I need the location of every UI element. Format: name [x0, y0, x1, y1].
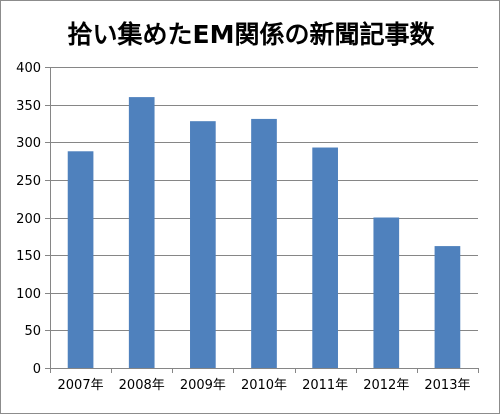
bar-2013年: [434, 246, 461, 368]
y-tick-label: 0: [33, 362, 41, 377]
bar-2008年: [128, 97, 155, 368]
y-tick-label: 350: [16, 99, 41, 114]
bar-2010年: [251, 118, 277, 368]
y-tick-label: 300: [16, 136, 41, 151]
y-tick-labels: 0 50 100 150 200 250 300 350 400: [16, 61, 41, 377]
y-tick-label: 100: [16, 287, 41, 302]
axes: [45, 67, 479, 373]
x-tick-label: 2012年: [363, 378, 409, 393]
x-tick-label: 2013年: [424, 378, 470, 393]
y-tick-label: 150: [16, 249, 41, 264]
x-tick-label: 2009年: [180, 378, 226, 393]
y-tick-label: 400: [16, 61, 41, 76]
chart-title: 拾い集めたEM関係の新聞記事数: [67, 20, 435, 49]
y-tick-label: 250: [16, 174, 41, 189]
bars: [67, 97, 461, 369]
y-tick-label: 200: [16, 212, 41, 227]
x-tick-label: 2008年: [119, 378, 165, 393]
y-tick-label: 50: [24, 324, 41, 339]
x-tick-label: 2011年: [302, 378, 348, 393]
x-tick-label: 2007年: [58, 378, 104, 393]
bar-2011年: [312, 147, 338, 368]
x-tick-label: 2010年: [241, 378, 287, 393]
bar-2007年: [67, 151, 94, 368]
x-tick-labels: 2007年 2008年 2009年 2010年 2011年 2012年 2013年: [58, 378, 471, 393]
bar-2012年: [373, 217, 400, 368]
bar-2009年: [190, 121, 216, 369]
